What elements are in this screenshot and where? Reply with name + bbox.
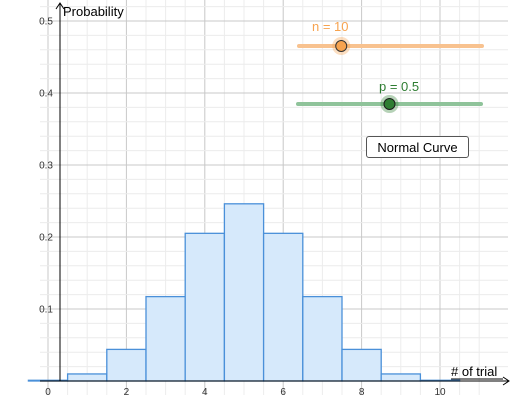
x-axis-arrow-icon [502,376,510,386]
bar-k-3 [145,295,186,382]
axes [40,2,510,386]
y-tick-label: 0.3 [39,161,53,172]
y-tick-label: 0.2 [39,233,53,244]
n-slider-label: n = 10 [312,19,349,34]
p-slider[interactable]: p = 0.5 [296,79,483,113]
tick-labels: 0 2 4 6 8 10 0.1 0.2 0.3 0.4 0.5 [39,17,446,399]
p-slider-label: p = 0.5 [379,79,419,94]
x-tick-label: 0 [45,387,51,398]
bar-k-8 [341,348,382,382]
bar-k-6 [262,232,304,382]
y-axis-title: Probability [63,4,124,19]
p-slider-handle[interactable] [383,98,396,110]
bar-k-1 [66,373,108,382]
x-tick-label: 6 [280,387,286,398]
x-tick-label: 4 [202,387,208,398]
n-slider[interactable]: n = 10 [297,19,484,55]
x-tick-label: 8 [359,387,365,398]
bar-k-4 [184,232,226,382]
bar-k-2 [106,348,147,382]
y-tick-label: 0.5 [39,17,53,28]
x-axis-title: # of trial [451,364,497,379]
bar-k-5 [223,203,265,382]
bar-k-7 [302,295,343,382]
n-slider-handle[interactable] [335,40,348,52]
normal-curve-button[interactable]: Normal Curve [366,136,469,158]
y-tick-label: 0.4 [39,89,53,100]
probability-bars [27,203,461,382]
x-tick-label: 2 [124,387,130,398]
bar-k-9 [380,373,422,382]
y-tick-label: 0.1 [39,305,53,316]
x-tick-label: 10 [434,387,446,398]
y-axis-arrow-icon [55,2,65,10]
